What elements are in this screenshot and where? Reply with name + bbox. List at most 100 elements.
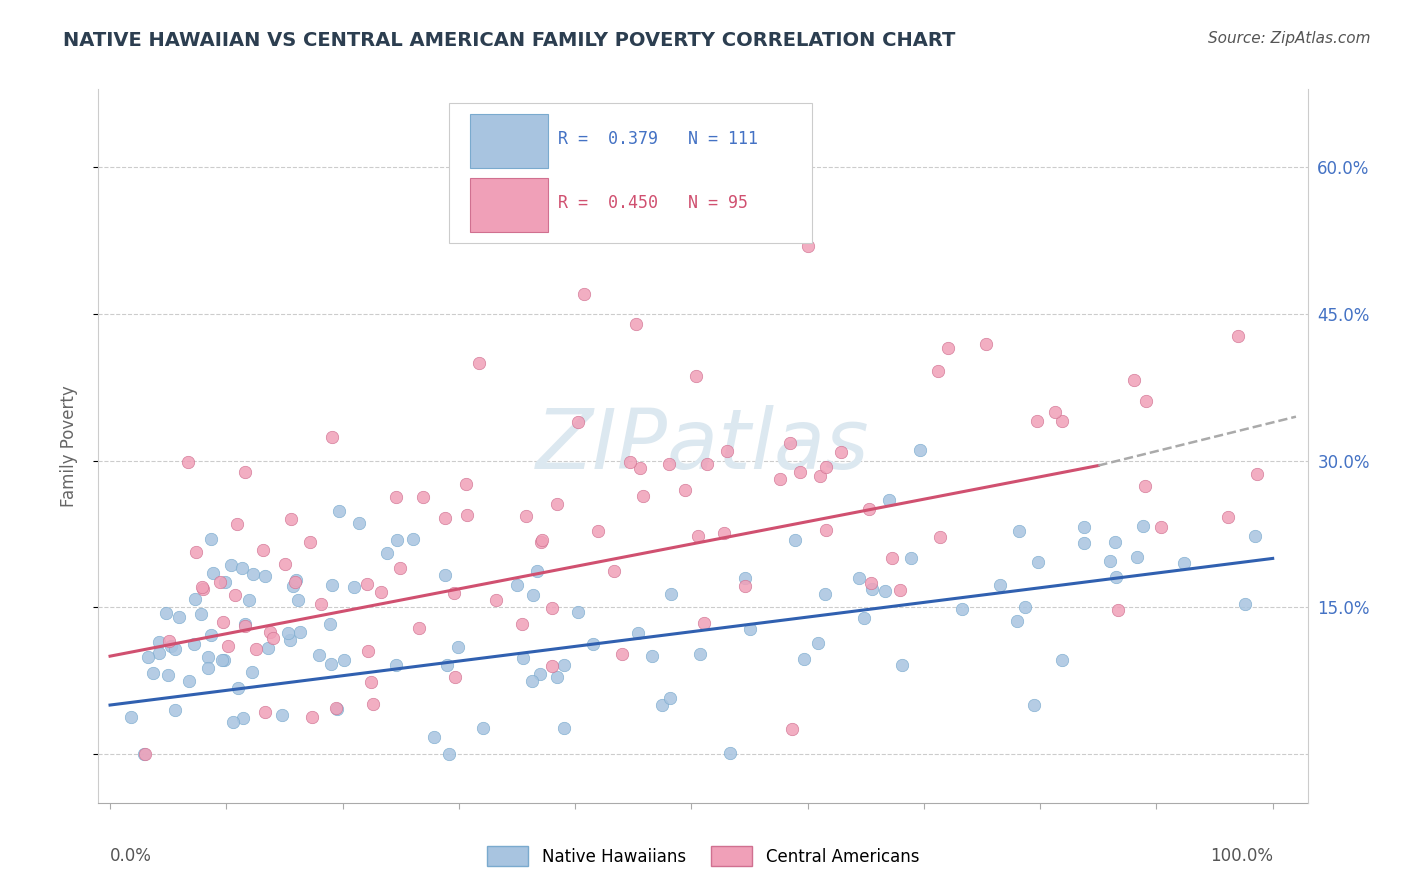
Point [245, 642, 267, 657]
Point [177, 674, 200, 689]
Point [631, 489, 654, 503]
Point [235, 617, 257, 632]
Point [484, 593, 506, 607]
Point [1216, 510, 1239, 524]
Point [1234, 597, 1257, 611]
Point [900, 550, 922, 565]
Point [910, 443, 932, 458]
Point [685, 369, 707, 384]
Point [1132, 519, 1154, 533]
Point [212, 615, 235, 629]
Point [889, 583, 911, 598]
Point [641, 649, 664, 664]
Point [280, 512, 302, 526]
Point [808, 468, 831, 483]
Point [1050, 653, 1073, 667]
Point [148, 634, 170, 648]
Point [789, 465, 811, 479]
Point [454, 477, 477, 491]
Point [734, 570, 756, 584]
Point [522, 674, 544, 689]
Point [891, 657, 914, 672]
Point [582, 637, 605, 651]
Point [1050, 414, 1073, 428]
Point [163, 703, 186, 717]
Point [814, 460, 837, 475]
Point [277, 626, 299, 640]
Point [853, 611, 876, 625]
Point [254, 569, 277, 583]
Point [183, 636, 205, 650]
Point [446, 640, 468, 654]
Point [510, 616, 533, 631]
Point [619, 455, 641, 469]
Point [177, 454, 200, 468]
Point [603, 565, 626, 579]
Point [148, 646, 170, 660]
Point [1173, 556, 1195, 570]
Point [472, 722, 495, 736]
Point [191, 582, 214, 596]
Point [530, 535, 553, 549]
Point [242, 566, 264, 581]
Point [1007, 524, 1029, 538]
Point [783, 533, 806, 547]
Point [311, 598, 333, 612]
Point [197, 660, 219, 674]
Point [1123, 373, 1146, 387]
Point [183, 592, 205, 607]
Point [434, 510, 457, 524]
Point [673, 483, 696, 497]
Point [321, 430, 343, 444]
Point [157, 634, 180, 648]
Point [512, 651, 534, 665]
Point [214, 575, 236, 590]
Text: Source: ZipAtlas.com: Source: ZipAtlas.com [1208, 31, 1371, 46]
Point [588, 524, 610, 538]
Point [163, 641, 186, 656]
Point [1045, 404, 1067, 418]
Point [209, 575, 232, 590]
Point [734, 579, 756, 593]
Point [877, 493, 900, 508]
Point [858, 501, 880, 516]
Point [169, 610, 191, 624]
Point [197, 650, 219, 665]
Point [1014, 600, 1036, 615]
Point [262, 631, 284, 645]
Point [1073, 520, 1095, 534]
Point [321, 578, 343, 592]
Point [658, 691, 681, 706]
Point [217, 640, 239, 654]
Point [848, 571, 870, 585]
Point [219, 558, 242, 572]
Point [1227, 329, 1250, 343]
Point [200, 627, 222, 641]
Point [1104, 535, 1126, 549]
Point [136, 650, 159, 665]
Point [287, 592, 309, 607]
Point [1026, 555, 1049, 569]
Point [360, 675, 382, 690]
Point [929, 530, 952, 544]
Point [375, 546, 398, 560]
Point [546, 497, 568, 511]
Point [540, 659, 562, 673]
Point [155, 606, 177, 620]
Point [769, 472, 792, 486]
Point [610, 648, 633, 662]
Point [301, 710, 323, 724]
Y-axis label: Family Poverty: Family Poverty [59, 385, 77, 507]
Point [1024, 698, 1046, 713]
Point [567, 415, 589, 429]
Point [814, 587, 837, 601]
Point [285, 573, 308, 587]
Point [259, 625, 281, 640]
Point [238, 593, 260, 607]
Text: ZIPatlas: ZIPatlas [536, 406, 870, 486]
Point [807, 636, 830, 650]
Point [385, 533, 408, 548]
Point [233, 619, 256, 633]
Point [159, 639, 181, 653]
Point [572, 287, 595, 301]
